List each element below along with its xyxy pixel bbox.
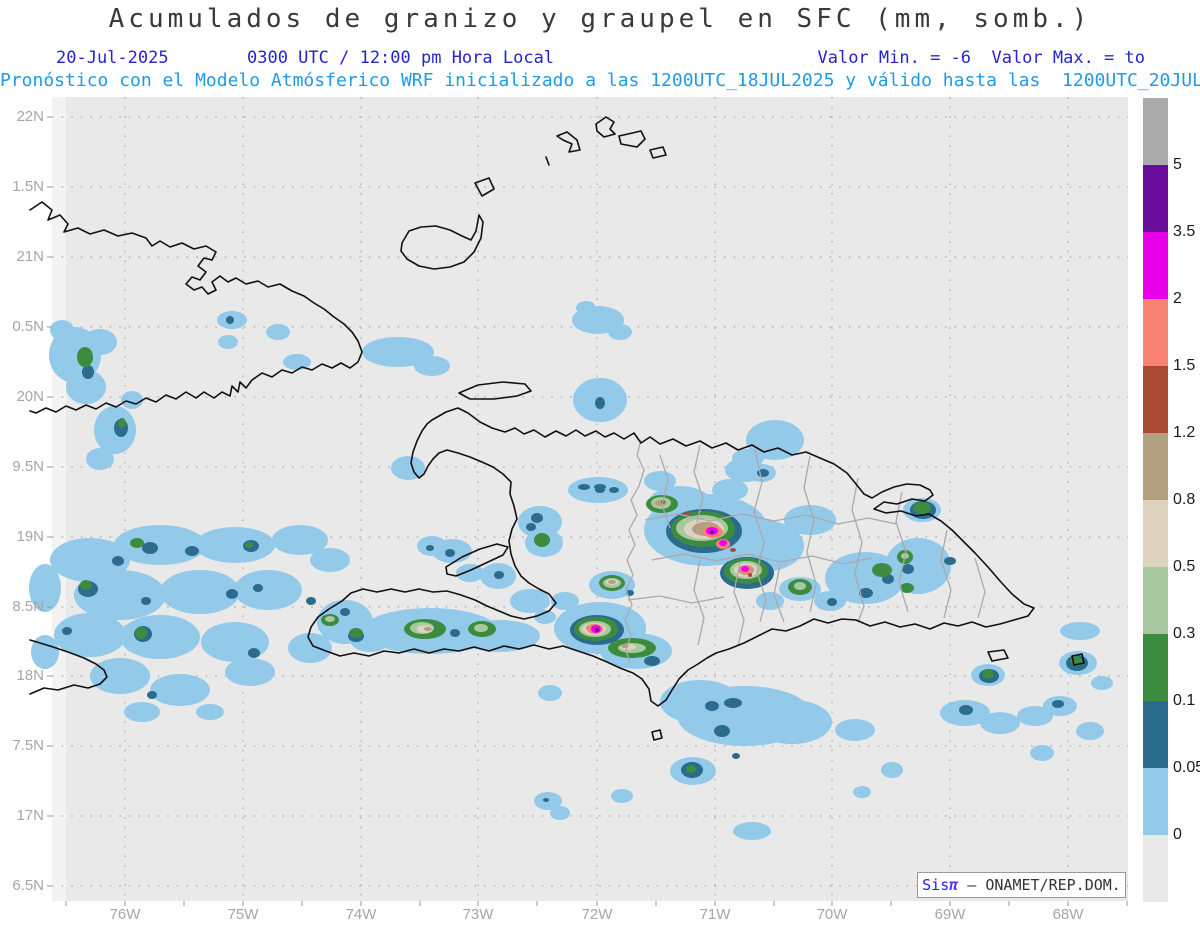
colorbar-segment (1143, 299, 1168, 366)
coastline-great-inagua (400, 214, 484, 270)
y-axis-label: 9.5N (12, 458, 44, 475)
colorbar-label: 2 (1173, 290, 1182, 307)
minmax-values: Valor Min. = -6 Valor Max. = to (817, 48, 1145, 68)
y-axis-label: 20N (16, 388, 44, 405)
colorbar-label: 0.5 (1173, 558, 1196, 575)
sispi-logo-text: Sis (922, 876, 950, 894)
coastline-little-inagua (474, 177, 495, 197)
colorbar-segment (1143, 366, 1168, 433)
colorbar-segment (1143, 232, 1168, 299)
y-axis-label: 1.5N (12, 178, 44, 195)
coastline-south-caicos (649, 146, 667, 159)
hail-contours-purple (595, 530, 714, 632)
haiti-dr-border (624, 439, 645, 664)
colorbar-label: 3.5 (1173, 223, 1196, 240)
coastline-tortuga (458, 381, 532, 400)
x-axis-label: 73W (462, 906, 494, 923)
axis-ticks (47, 116, 1128, 906)
colorbar-segment (1143, 165, 1168, 232)
forecast-time: 0300 UTC / 12:00 pm Hora Local (247, 48, 555, 68)
colorbar-segment (1143, 835, 1168, 902)
y-axis-label: 0.5N (12, 318, 44, 335)
colorbar-label: 0.3 (1173, 625, 1196, 642)
page-title: Acumulados de granizo y graupel en SFC (… (108, 4, 1092, 34)
colorbar-segment (1143, 433, 1168, 500)
coastline-east-caicos (618, 130, 646, 148)
x-axis-label: 74W (345, 906, 377, 923)
coastline-beata (651, 729, 663, 741)
y-axis-label: 18N (16, 667, 44, 684)
out-of-domain-strip (52, 97, 66, 901)
colorbar-segment (1143, 701, 1168, 768)
colorbar-label: 0.1 (1173, 692, 1196, 709)
forecast-date: 20-Jul-2025 (56, 48, 169, 68)
hail-contours-light-blue (29, 301, 1113, 840)
coastline-providenciales (556, 131, 581, 153)
colorbar (1143, 98, 1168, 902)
x-axis-label: 69W (934, 906, 966, 923)
model-init-line: Pronóstico con el Modelo Atmósferico WRF… (0, 70, 1200, 91)
credit-box: Sisπ — ONAMET/REP.DOM. (917, 872, 1126, 898)
coastline-gonave (445, 543, 509, 577)
colorbar-label: 0 (1173, 826, 1182, 843)
coastline-cuba (29, 201, 363, 414)
x-axis-label: 71W (699, 906, 731, 923)
colorbar-segment (1143, 567, 1168, 634)
coastline-north-caicos (595, 116, 616, 138)
coastline-jamaica (29, 639, 108, 695)
x-axis-label: 70W (816, 906, 848, 923)
coastline-cay (545, 156, 550, 166)
colorbar-label: 5 (1173, 156, 1182, 173)
coastline-mona (1071, 653, 1085, 666)
colorbar-segment (1143, 98, 1168, 165)
y-axis-label: 6.5N (12, 877, 44, 894)
coastlines (29, 116, 1085, 741)
x-axis-label: 68W (1052, 906, 1084, 923)
y-axis-label: 17N (16, 807, 44, 824)
colorbar-segment (1143, 500, 1168, 567)
colorbar-label: 0.05 (1173, 759, 1200, 776)
colorbar-label: 1.2 (1173, 424, 1196, 441)
colorbar-segment (1143, 634, 1168, 701)
credit-text: — ONAMET/REP.DOM. (958, 876, 1121, 894)
coastline-hispaniola (307, 407, 1035, 707)
x-axis-label: 72W (581, 906, 613, 923)
x-axis-label: 75W (227, 906, 259, 923)
hail-contours-magenta (591, 527, 749, 633)
colorbar-label: 0.8 (1173, 491, 1196, 508)
y-axis-label: 7.5N (12, 737, 44, 754)
pi-symbol: π (949, 876, 959, 894)
y-axis-label: 8.5N (12, 598, 44, 615)
y-axis-label: 21N (16, 248, 44, 265)
y-axis-label: 22N (16, 108, 44, 125)
colorbar-segment (1143, 768, 1168, 835)
colorbar-label: 1.5 (1173, 357, 1196, 374)
x-axis-label: 76W (109, 906, 141, 923)
coastline-saona (987, 649, 1009, 662)
y-axis-label: 19N (16, 528, 44, 545)
